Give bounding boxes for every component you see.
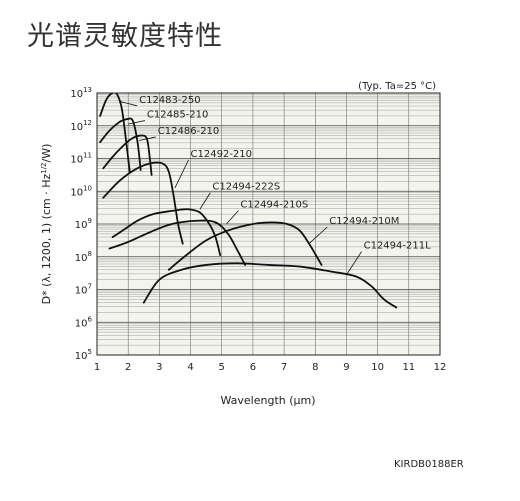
figure-code: KIRDB0188ER bbox=[394, 459, 464, 470]
curve-c12494-210s bbox=[108, 219, 247, 266]
curve-c12486-210 bbox=[102, 134, 153, 176]
curve-label-c12492-210: C12492-210 bbox=[191, 149, 253, 160]
page-title: 光谱灵敏度特性 bbox=[27, 21, 223, 52]
y-tick-label: 1011 bbox=[70, 152, 92, 166]
y-tick-label: 109 bbox=[75, 217, 92, 231]
leader-c12494-222s bbox=[199, 192, 211, 210]
label-leaders bbox=[118, 100, 362, 275]
leader-c12492-210 bbox=[174, 159, 189, 189]
leader-c12494-210s bbox=[226, 210, 239, 225]
curve-label-c12483-250: C12483-250 bbox=[139, 95, 201, 106]
x-tick-label: 10 bbox=[371, 362, 384, 373]
x-axis-label: Wavelength (μm) bbox=[220, 394, 315, 407]
x-tick-labels: 1 2 3 4 5 6 7 8 9 10 11 12 bbox=[94, 362, 447, 373]
y-tick-labels: 105 106 107 108 109 1010 1011 1012 1013 bbox=[70, 86, 92, 362]
curve-label-c12486-210: C12486-210 bbox=[158, 126, 220, 137]
x-tick-label: 11 bbox=[402, 362, 415, 373]
y-tick-label: 1013 bbox=[70, 86, 92, 100]
y-tick-label: 1010 bbox=[70, 184, 92, 198]
curve-c12492-210 bbox=[102, 161, 184, 245]
x-tick-label: 2 bbox=[125, 362, 131, 373]
x-tick-label: 6 bbox=[250, 362, 256, 373]
curve-c12485-210 bbox=[99, 117, 142, 171]
curve-label-c12494-210m: C12494-210M bbox=[329, 216, 399, 227]
y-tick-label: 108 bbox=[75, 250, 92, 264]
x-tick-label: 7 bbox=[281, 362, 287, 373]
curve-label-c12494-222s: C12494-222S bbox=[212, 182, 280, 193]
y-tick-label: 107 bbox=[75, 283, 92, 297]
x-tick-label: 5 bbox=[219, 362, 225, 373]
leader-c12483-250 bbox=[118, 100, 138, 107]
curve-c12494-222s bbox=[111, 208, 222, 257]
plot-frame bbox=[96, 92, 441, 356]
curve-c12494-210m bbox=[167, 221, 323, 271]
x-tick-label: 9 bbox=[343, 362, 349, 373]
y-axis-label: D* (λ, 1200, 1) (cm · Hz1/2/W) bbox=[40, 144, 53, 305]
curve-label-c12485-210: C12485-210 bbox=[147, 110, 209, 121]
x-tick-label: 3 bbox=[156, 362, 162, 373]
y-tick-label: 105 bbox=[75, 348, 92, 362]
x-tick-label: 1 bbox=[94, 362, 100, 373]
grid bbox=[97, 93, 440, 355]
condition-note: (Typ. Ta=25 °C) bbox=[358, 81, 436, 92]
leader-c12485-210 bbox=[128, 120, 145, 125]
leader-c12494-210m bbox=[308, 226, 328, 244]
x-tick-label: 4 bbox=[187, 362, 193, 373]
curve-c12494-211l bbox=[142, 262, 398, 309]
curve-c12483-250 bbox=[99, 93, 131, 173]
curves bbox=[99, 93, 398, 309]
curve-label-c12494-211l: C12494-211L bbox=[364, 241, 431, 252]
x-tick-label: 8 bbox=[312, 362, 318, 373]
leader-c12494-211l bbox=[346, 251, 362, 275]
y-tick-label: 1012 bbox=[70, 119, 92, 133]
leader-c12486-210 bbox=[139, 136, 156, 141]
curve-label-c12494-210s: C12494-210S bbox=[240, 200, 308, 211]
y-tick-label: 106 bbox=[75, 315, 93, 329]
x-tick-label: 12 bbox=[434, 362, 447, 373]
curve-labels: C12483-250 C12485-210 C12486-210 C12492-210… bbox=[139, 95, 431, 252]
